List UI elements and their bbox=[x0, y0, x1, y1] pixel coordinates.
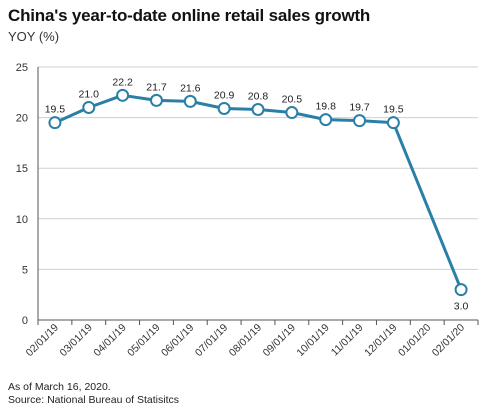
data-label: 20.9 bbox=[214, 89, 235, 101]
data-label: 19.5 bbox=[383, 104, 404, 116]
data-point bbox=[386, 116, 400, 130]
y-tick-label: 10 bbox=[16, 214, 28, 226]
data-label: 21.7 bbox=[146, 81, 167, 93]
y-tick-label: 5 bbox=[22, 264, 28, 276]
data-label: 21.0 bbox=[79, 88, 100, 100]
data-point bbox=[48, 116, 62, 130]
data-point bbox=[251, 103, 265, 117]
data-label: 19.5 bbox=[45, 104, 66, 116]
data-label: 20.5 bbox=[282, 94, 303, 106]
data-point bbox=[183, 94, 197, 108]
x-tick-label: 04/01/19 bbox=[91, 322, 128, 359]
x-tick-label: 08/01/19 bbox=[227, 322, 264, 359]
x-tick-label: 11/01/19 bbox=[329, 322, 366, 359]
data-point bbox=[116, 88, 130, 102]
y-tick-label: 0 bbox=[22, 315, 28, 327]
x-tick-label: 03/01/19 bbox=[58, 322, 95, 359]
footnote: As of March 16, 2020. bbox=[8, 381, 111, 393]
x-tick-label: 07/01/19 bbox=[193, 322, 230, 359]
x-tick-label: 05/01/19 bbox=[125, 322, 162, 359]
source-note: Source: National Bureau of Statisitcs bbox=[8, 394, 180, 406]
y-tick-label: 20 bbox=[16, 113, 28, 125]
data-label: 3.0 bbox=[454, 301, 469, 313]
series-line bbox=[54, 93, 463, 291]
chart-title: China's year-to-date online retail sales… bbox=[8, 6, 371, 25]
x-tick-label: 09/01/19 bbox=[261, 322, 298, 359]
x-tick-label: 02/01/20 bbox=[430, 322, 467, 359]
data-label: 19.7 bbox=[349, 102, 370, 114]
data-point bbox=[217, 101, 231, 115]
x-tick-label: 01/01/20 bbox=[396, 322, 433, 359]
data-point bbox=[82, 100, 96, 114]
data-point bbox=[149, 93, 163, 107]
data-label: 20.8 bbox=[248, 91, 269, 103]
y-tick-label: 15 bbox=[16, 163, 28, 175]
data-point bbox=[454, 283, 468, 297]
x-tick-label: 02/01/19 bbox=[24, 322, 61, 359]
data-point bbox=[285, 106, 299, 120]
data-label: 19.8 bbox=[315, 101, 336, 113]
x-tick-label: 06/01/19 bbox=[159, 322, 196, 359]
data-point bbox=[319, 113, 333, 127]
data-label: 22.2 bbox=[112, 76, 133, 88]
data-label: 21.6 bbox=[180, 82, 201, 94]
x-tick-label: 12/01/19 bbox=[362, 322, 399, 359]
y-tick-label: 25 bbox=[16, 62, 28, 74]
x-tick-label: 10/01/19 bbox=[294, 322, 331, 359]
chart-subtitle: YOY (%) bbox=[8, 29, 60, 44]
data-point bbox=[353, 114, 367, 128]
